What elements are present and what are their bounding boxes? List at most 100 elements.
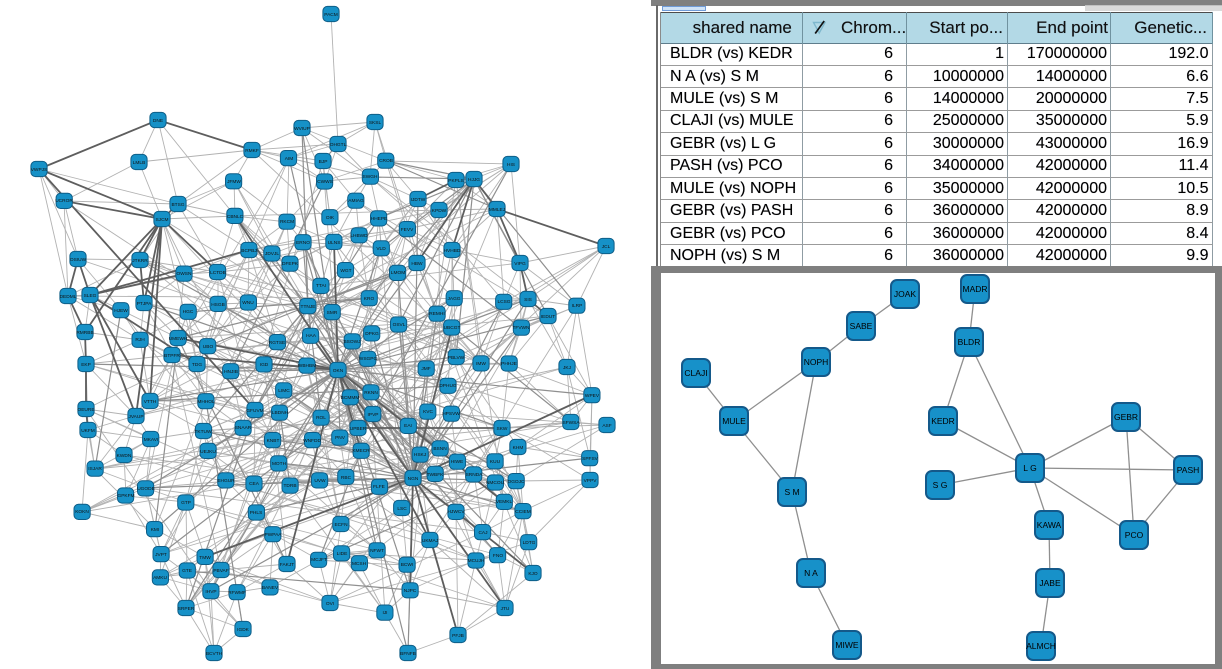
svg-text:JVPT: JVPT [155,552,167,558]
svg-text:KOKN: KOKN [75,509,89,515]
svg-text:ERNO: ERNO [296,240,310,246]
svg-text:TWBFK: TWBFK [427,472,445,478]
svg-text:SPFSV: SPFSV [582,456,599,462]
svg-text:DPKG: DPKG [365,331,379,337]
svg-text:OHGTL: OHGTL [330,142,347,148]
svg-text:JMF: JMF [421,366,430,372]
svg-text:JDVJL: JDVJL [265,251,279,257]
svg-text:UMEWH: UMEWH [169,336,188,342]
svg-text:SKSL: SKSL [369,120,382,126]
svg-text:NJPC: NJPC [404,588,417,594]
svg-text:DNE: DNE [153,118,163,124]
svg-text:BCWI: BCWI [401,562,414,568]
svg-text:NFWT: NFWT [370,548,384,554]
svg-text:ECFN: ECFN [334,522,348,528]
svg-text:ISJAR: ISJAR [88,466,102,472]
svg-text:JCL: JCL [602,244,611,250]
svg-text:SRNDA: SRNDA [466,472,484,478]
svg-text:BSNN: BSNN [433,446,447,452]
svg-text:LMOM: LMOM [391,270,405,276]
svg-text:AMIAG: AMIAG [348,198,364,204]
svg-text:OGOJC: OGOJC [507,479,525,485]
svg-text:KPDW: KPDW [432,208,447,214]
svg-text:IGD: IGD [260,362,269,368]
svg-text:LHBWD: LHBWD [350,233,368,239]
svg-text:EAI: EAI [404,423,412,429]
svg-text:EHGUR: EHGUR [217,478,235,484]
svg-text:RKNN: RKNN [364,390,378,396]
svg-text:HSGB: HSGB [211,302,225,308]
svg-text:MMLEJ: MMLEJ [489,207,506,213]
svg-text:TDRB: TDRB [283,483,296,489]
svg-text:HIS: HIS [507,162,515,168]
svg-text:RBC: RBC [341,475,352,481]
svg-text:JKJ: JKJ [563,365,572,371]
svg-text:SRPER: SRPER [178,606,195,612]
svg-text:CCIEM: CCIEM [515,509,530,515]
svg-text:SWGH: SWGH [363,174,378,180]
svg-text:LCSG: LCSG [497,299,510,305]
svg-text:VPPV: VPPV [584,478,598,484]
svg-text:CBNLC: CBNLC [227,214,244,220]
svg-text:CAJ: CAJ [478,530,488,536]
svg-text:HJEW: HJEW [114,308,128,314]
svg-text:UVW: UVW [314,478,326,484]
svg-text:KNBT: KNBT [267,438,280,444]
svg-text:CROB: CROB [379,158,393,164]
svg-text:FAKJT: FAKJT [280,562,294,568]
svg-text:PWPAA: PWPAA [265,532,283,538]
svg-text:OIK: OIK [326,215,335,221]
svg-text:ROL: ROL [316,415,326,421]
svg-text:JVAUP: JVAUP [128,414,143,420]
svg-text:NGN: NGN [408,476,419,482]
svg-text:PNV: PNV [335,435,346,441]
svg-text:PHHJE: PHHJE [501,361,517,367]
svg-text:DPHUG: DPHUG [439,383,457,389]
svg-text:PTJPA: PTJPA [137,301,152,307]
svg-text:JTU: JTU [501,606,510,612]
svg-text:TKTUW: TKTUW [194,429,212,435]
svg-text:TFVWN: TFVWN [512,325,530,331]
svg-text:OEURE: OEURE [77,407,94,413]
svg-text:RMKF: RMKF [245,148,259,154]
svg-text:WNU: WNU [242,300,254,306]
svg-text:MCJFT: MCJFT [311,557,327,563]
svg-text:WBHBM: WBHBM [298,363,316,369]
svg-text:UKFM: UKFM [81,428,95,434]
svg-text:BCPBJ: BCPBJ [241,248,257,254]
svg-text:VEMKL: VEMKL [496,499,513,505]
svg-text:FLFE: FLFE [373,484,385,490]
svg-text:EKP: EKP [81,362,91,368]
svg-text:BFNFB: BFNFB [400,651,416,657]
svg-text:KUU: KUU [490,459,501,465]
svg-text:LIDE: LIDE [337,551,348,557]
svg-text:VTTH: VTTH [144,399,157,405]
svg-text:BTSG: BTSG [171,202,184,208]
svg-text:ASF: ASF [602,423,611,429]
svg-text:TTAI: TTAI [316,283,326,289]
svg-text:MKAVI: MKAVI [144,437,159,443]
svg-text:UBCGT: UBCGT [444,325,461,331]
svg-text:FEVV: FEVV [401,227,414,233]
svg-text:MCUJH: MCUJH [468,558,485,564]
svg-text:HIWE: HIWE [451,459,464,465]
svg-text:HHEPE: HHEPE [371,216,388,222]
svg-text:GPKFM: GPKFM [117,493,134,499]
svg-text:IPVP: IPVP [368,412,379,418]
svg-text:BJP: BJP [319,159,328,165]
svg-text:LCTDB: LCTDB [210,270,226,276]
svg-text:UBO: UBO [203,344,214,350]
svg-text:DEDML: DEDML [60,294,77,300]
svg-text:OWSN: OWSN [177,271,192,277]
svg-text:RKCM: RKCM [280,219,294,225]
svg-text:WGT: WGT [340,268,351,274]
svg-text:ULNS: ULNS [328,240,341,246]
svg-text:IJI: IJI [382,610,387,616]
svg-text:BCVTH: BCVTH [206,651,223,657]
svg-text:NMCOU: NMCOU [486,480,505,486]
svg-text:LSC: LSC [397,506,407,512]
svg-text:IGDK: IGDK [237,627,250,633]
svg-text:KVC: KVC [423,409,433,415]
svg-text:GTE: GTE [182,568,192,574]
svg-text:WSGPG: WSGPG [359,356,378,362]
